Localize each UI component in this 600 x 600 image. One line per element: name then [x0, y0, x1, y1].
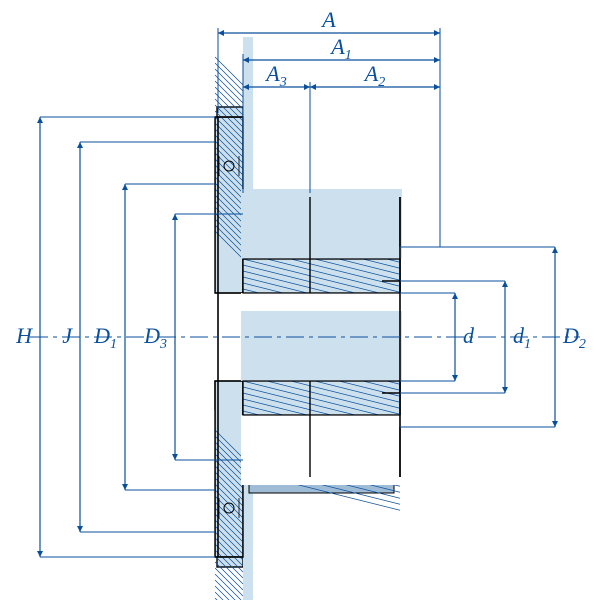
dim-label-A1: A1 — [329, 34, 351, 63]
dim-label-H: H — [15, 323, 33, 348]
dim-label-d1: d1 — [513, 323, 531, 352]
dim-A2: A2 — [310, 61, 440, 90]
dim-A1: A1 — [243, 34, 440, 63]
dim-label-A2: A2 — [363, 61, 385, 90]
dim-label-D2: D2 — [562, 323, 586, 352]
dim-A3: A3 — [243, 61, 310, 90]
dim-label-A3: A3 — [264, 61, 286, 90]
dim-label-J: J — [62, 323, 73, 348]
dim-A: A — [218, 7, 440, 33]
dim-label-D1: D1 — [93, 323, 117, 352]
dim-d1: d1 — [505, 281, 531, 393]
dim-label-A: A — [320, 7, 336, 32]
dim-label-D3: D3 — [143, 323, 167, 352]
dim-label-d: d — [463, 323, 475, 348]
bearing-section — [175, 37, 402, 600]
